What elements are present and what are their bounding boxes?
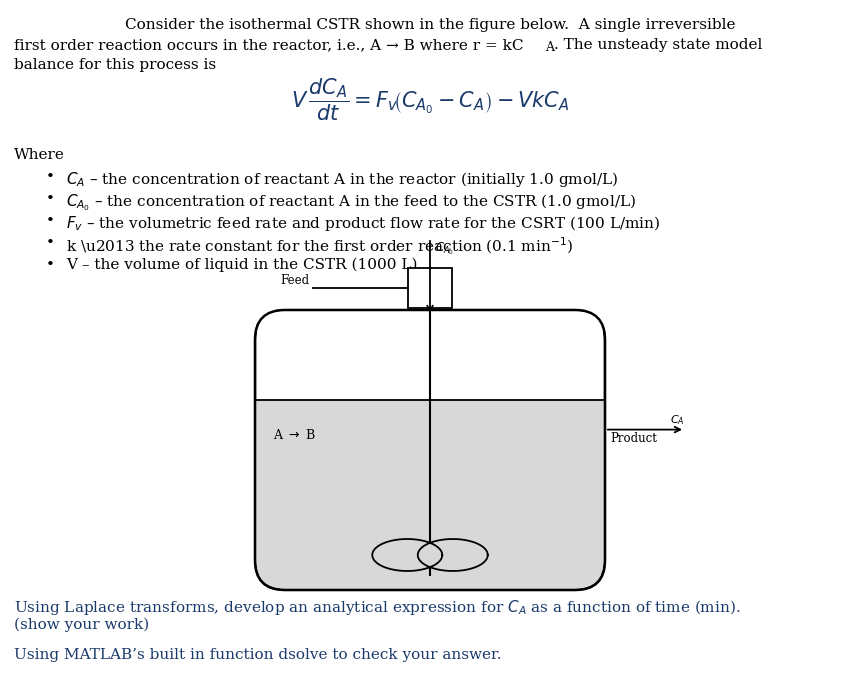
Text: . The unsteady state model: . The unsteady state model [554,38,762,52]
Text: •: • [46,258,55,272]
Text: balance for this process is: balance for this process is [14,58,216,72]
Text: k \u2013 the rate constant for the first order reaction (0.1 min$^{-1}$): k \u2013 the rate constant for the first… [66,236,573,257]
Text: •: • [46,170,55,184]
Text: $C_A$ – the concentration of reactant A in the reactor (initially 1.0 gmol/L): $C_A$ – the concentration of reactant A … [66,170,618,189]
Polygon shape [372,539,443,571]
Text: Using Laplace transforms, develop an analytical expression for $C_A$ as a functi: Using Laplace transforms, develop an ana… [14,598,740,617]
Text: $F_v$ – the volumetric feed rate and product flow rate for the CSRT (100 L/min): $F_v$ – the volumetric feed rate and pro… [66,214,660,233]
Text: V – the volume of liquid in the CSTR (1000 L): V – the volume of liquid in the CSTR (10… [66,258,418,272]
Text: •: • [46,236,55,250]
Text: Feed: Feed [280,274,309,287]
Text: Using MATLAB’s built in function dsolve to check your answer.: Using MATLAB’s built in function dsolve … [14,648,501,662]
Text: Consider the isothermal CSTR shown in the figure below.  A single irreversible: Consider the isothermal CSTR shown in th… [125,18,735,32]
Text: A $\rightarrow$ B: A $\rightarrow$ B [273,428,316,442]
Text: Where: Where [14,148,65,162]
FancyBboxPatch shape [255,310,605,590]
Polygon shape [418,539,487,571]
Text: (show your work): (show your work) [14,618,149,632]
FancyBboxPatch shape [257,310,603,400]
Text: •: • [46,192,55,206]
Text: A: A [545,41,554,54]
Text: Product: Product [610,431,657,444]
Text: •: • [46,214,55,228]
FancyBboxPatch shape [408,268,452,308]
Text: $V\,\dfrac{dC_A}{dt} = F_v\!\left(C_{A_0} - C_A\right) - VkC_A$: $V\,\dfrac{dC_A}{dt} = F_v\!\left(C_{A_0… [291,77,569,123]
Text: first order reaction occurs in the reactor, i.e., A → B where r = kC: first order reaction occurs in the react… [14,38,523,52]
Text: $C_{A_0}$ – the concentration of reactant A in the feed to the CSTR (1.0 gmol/L): $C_{A_0}$ – the concentration of reactan… [66,192,636,213]
Text: $C_{A_0}$: $C_{A_0}$ [435,240,454,257]
Text: $C_A$: $C_A$ [670,413,684,427]
